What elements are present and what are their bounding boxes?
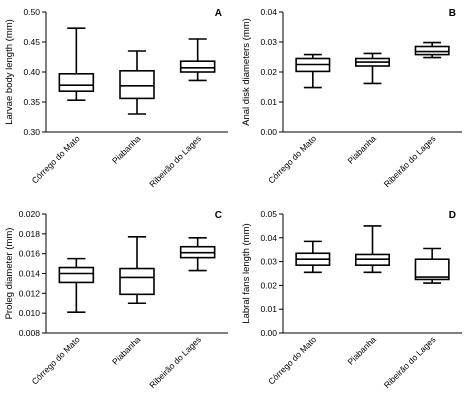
y-tick-label: 0.03 [260, 37, 277, 47]
x-category-label: Piabanha [345, 133, 378, 166]
box-1 [58, 27, 95, 101]
panel-b: 0.00 0.01 0.02 0.03 0.04 Anal disk diameters … [241, 7, 462, 189]
panel-letter: B [449, 8, 456, 19]
box-2 [119, 236, 155, 305]
box-1 [58, 257, 95, 313]
y-tick-label: 0.04 [260, 7, 277, 17]
box-1 [295, 53, 331, 89]
x-category-label: Córrego do Mato [266, 133, 318, 185]
box-3 [179, 237, 216, 272]
panel-d: 0.00 0.01 0.02 0.03 0.04 0.05 Labral fans leng… [241, 209, 462, 390]
y-tick-label: 0.010 [19, 308, 41, 318]
panel-letter: A [215, 8, 222, 19]
box-2 [354, 52, 391, 85]
y-axis-title: Anal disk diameters (mm) [241, 18, 252, 126]
y-tick-label: 0.45 [23, 37, 40, 47]
box-2 [354, 225, 391, 274]
iqr-box [58, 73, 95, 93]
y-axis-title: Labral fans length (mm) [241, 223, 252, 323]
iqr-box [414, 45, 450, 56]
y-tick-label: 0.020 [19, 209, 41, 219]
box-3 [414, 41, 450, 59]
y-tick-label: 0.00 [260, 127, 277, 137]
x-category-label: Piabanha [345, 334, 378, 367]
y-tick-label: 0.30 [23, 127, 40, 137]
y-tick-label: 0.018 [19, 229, 41, 239]
x-category-label: Ribeirão do Lages [147, 133, 203, 189]
x-category-label: Córrego do Mato [30, 334, 82, 386]
x-category-label: Córrego do Mato [266, 334, 318, 386]
panel-c: 0.008 0.010 0.012 0.014 0.016 0.018 0.020 Prole… [4, 209, 228, 390]
y-tick-label: 0.35 [23, 97, 40, 107]
box-2 [119, 50, 155, 115]
y-tick-label: 0.01 [260, 304, 277, 314]
y-tick-label: 0.50 [23, 7, 40, 17]
iqr-box [119, 267, 155, 296]
x-category-label: Córrego do Mato [30, 133, 82, 185]
y-tick-label: 0.016 [19, 249, 41, 259]
x-category-label: Ribeirão do Lages [382, 133, 438, 189]
x-category-label: Piabanha [110, 133, 143, 166]
x-category-label: Ribeirão do Lages [382, 334, 438, 390]
y-tick-label: 0.012 [19, 288, 41, 298]
y-tick-label: 0.04 [260, 233, 277, 243]
y-tick-label: 0.03 [260, 257, 277, 267]
y-tick-label: 0.02 [260, 67, 277, 77]
iqr-box [414, 258, 450, 281]
x-category-label: Piabanha [110, 334, 143, 367]
y-tick-label: 0.02 [260, 280, 277, 290]
y-tick-label: 0.008 [19, 328, 41, 338]
box-1 [295, 240, 331, 274]
box-3 [179, 38, 216, 82]
y-tick-label: 0.014 [19, 269, 41, 279]
box-3 [414, 247, 450, 284]
y-tick-label: 0.00 [260, 328, 277, 338]
iqr-box [179, 60, 216, 73]
panel-a: 0.30 0.35 0.40 0.45 0.50 Larvae body length (… [4, 7, 228, 189]
iqr-box [119, 70, 155, 100]
y-tick-label: 0.40 [23, 67, 40, 77]
iqr-box [58, 266, 95, 284]
y-axis-title: Larvae body length (mm) [4, 19, 15, 125]
panel-letter: D [449, 210, 456, 221]
y-axis-title: Proleg diameter (mm) [4, 228, 15, 320]
y-tick-label: 0.01 [260, 97, 277, 107]
y-tick-label: 0.05 [260, 209, 277, 219]
panel-letter: C [215, 210, 222, 221]
x-category-label: Ribeirão do Lages [147, 334, 203, 390]
